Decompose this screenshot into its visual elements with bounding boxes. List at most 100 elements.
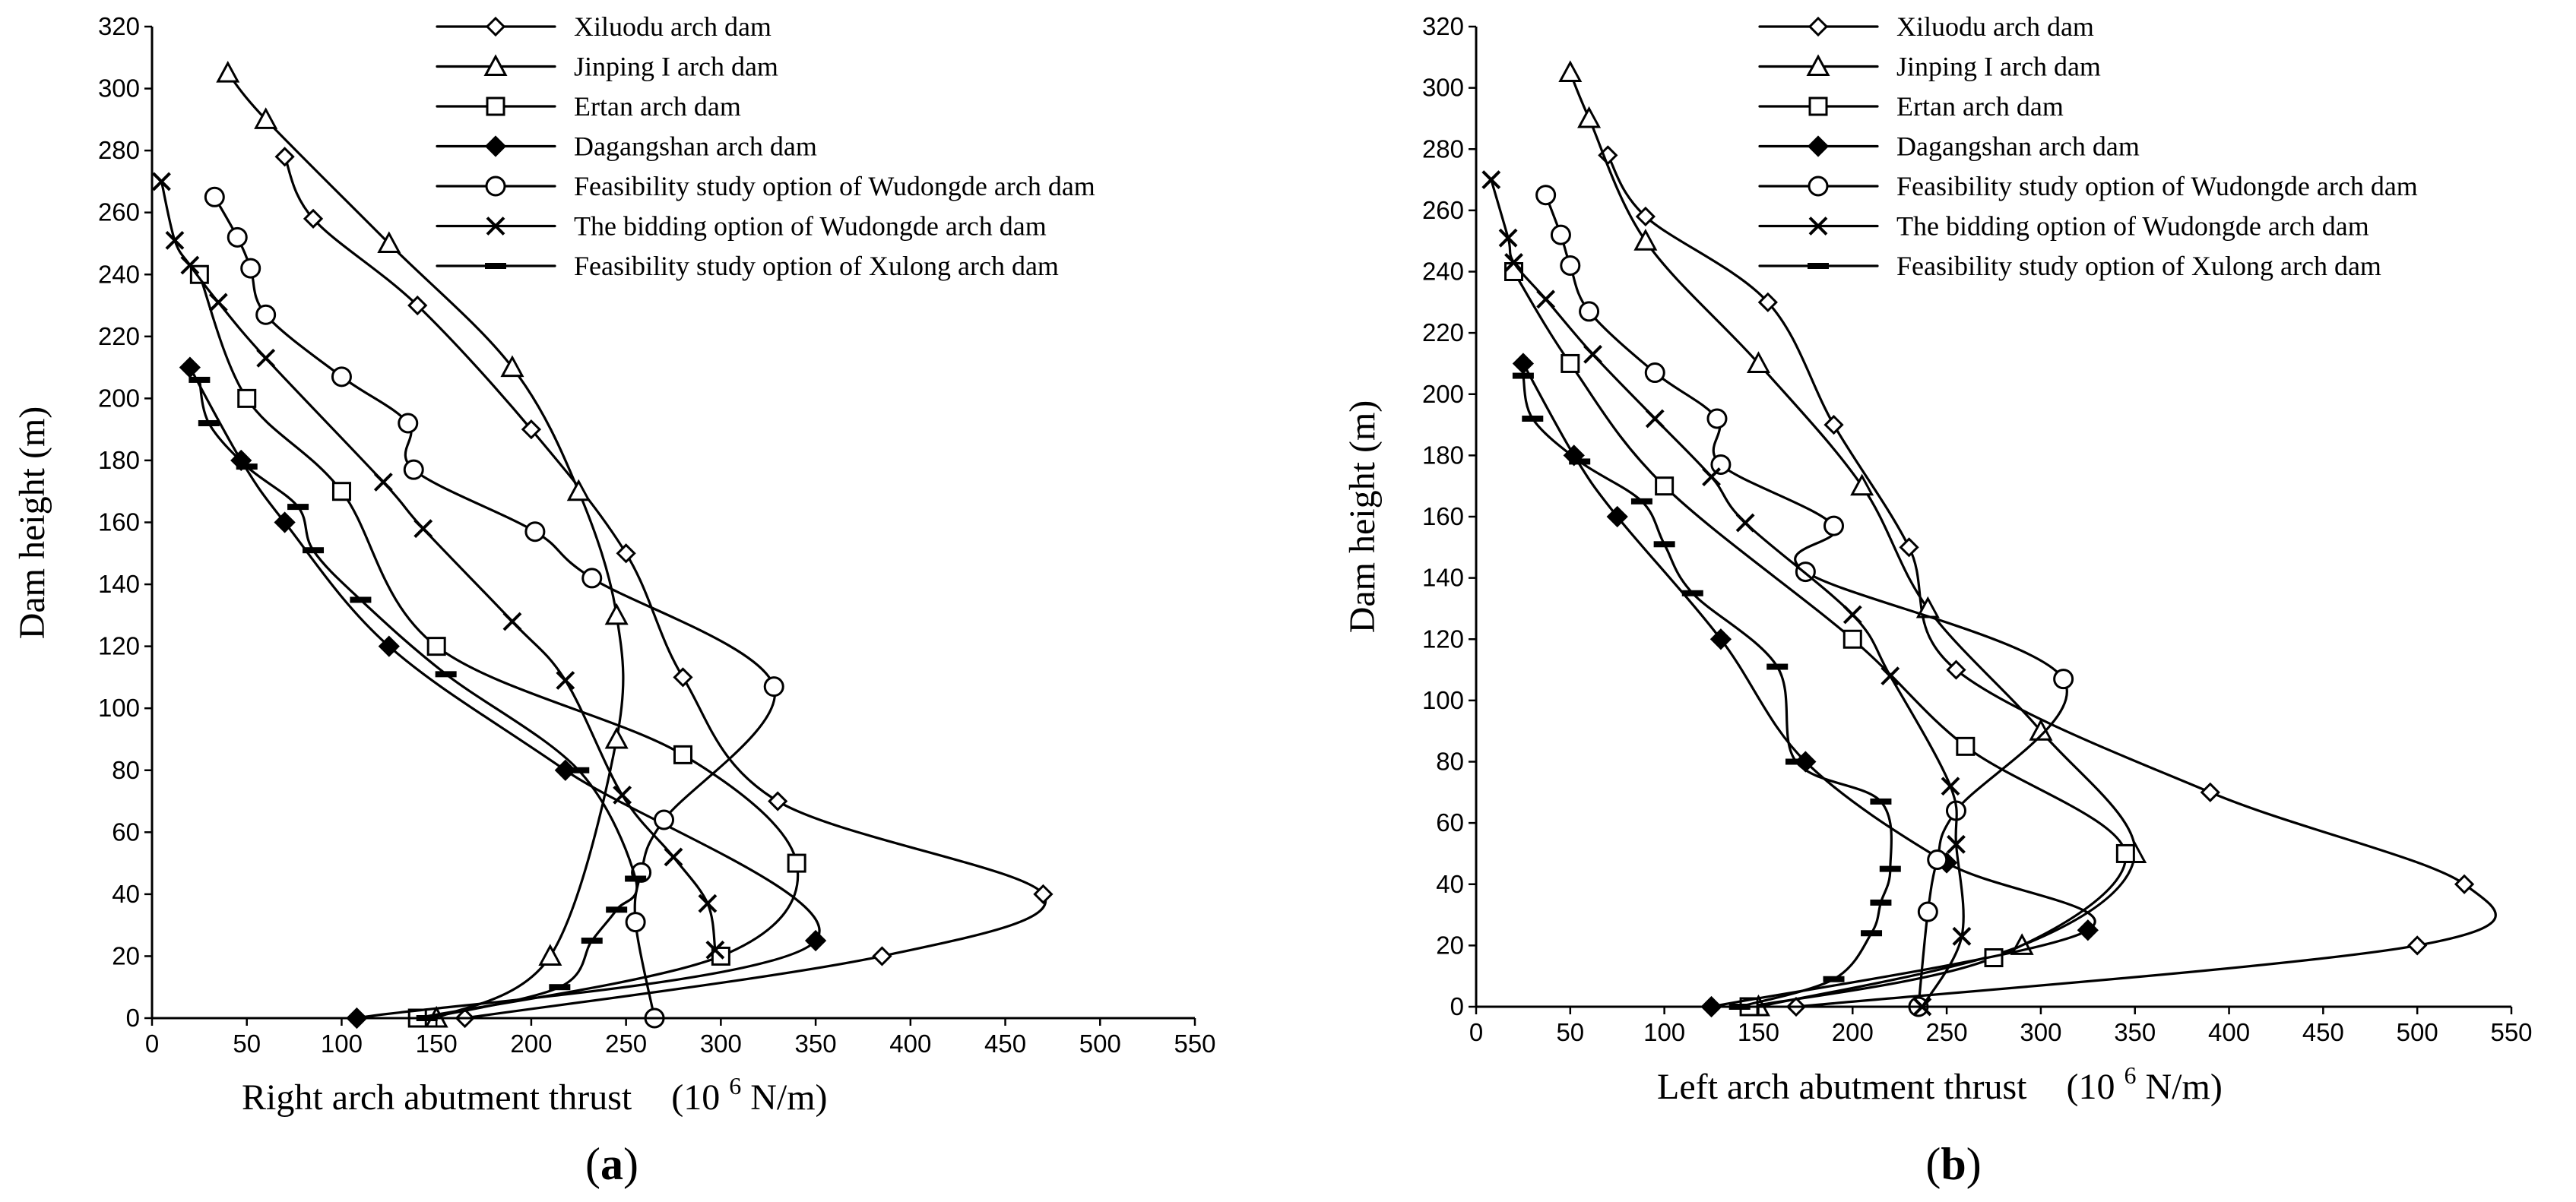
x-tick-label: 300 bbox=[700, 1030, 742, 1058]
legend-item-xiluodu-arch-dam: Xiluodu arch dam bbox=[1758, 11, 2094, 42]
legend-item-jinping-i-arch-dam: Jinping I arch dam bbox=[436, 52, 778, 82]
legend-item-xiluodu-arch-dam: Xiluodu arch dam bbox=[436, 11, 772, 42]
data-point-ertan-arch-dam bbox=[1842, 629, 1862, 649]
data-point-ertan-arch-dam bbox=[787, 853, 806, 873]
data-point-feasibility-study-option-of-xulong-arch-dam bbox=[303, 547, 325, 554]
legend-label: Feasibility study option of Wudongde arc… bbox=[1896, 171, 2418, 201]
data-point-feasibility-study-option-of-xulong-arch-dam bbox=[1522, 416, 1544, 422]
data-point-the-bidding-option-of-wudongde-arch-dam bbox=[1498, 228, 1518, 248]
data-point-feasibility-study-option-of-xulong-arch-dam bbox=[189, 376, 211, 383]
data-point-xiluodu-arch-dam bbox=[274, 147, 295, 167]
y-tick-label: 40 bbox=[112, 880, 140, 908]
y-tick-label: 140 bbox=[1422, 564, 1464, 592]
y-tick-label: 320 bbox=[98, 12, 140, 40]
data-point-ertan-arch-dam bbox=[2115, 843, 2135, 863]
data-point-the-bidding-option-of-wudongde-arch-dam bbox=[613, 785, 632, 805]
data-point-jinping-i-arch-dam bbox=[1850, 473, 1874, 496]
panel-label-b: (b) bbox=[1925, 1139, 1981, 1189]
y-tick-label: 80 bbox=[1436, 748, 1464, 776]
y-tick-label: 160 bbox=[1422, 502, 1464, 530]
y-tick-label: 260 bbox=[1422, 196, 1464, 224]
legend-label: The bidding option of Wudongde arch dam bbox=[574, 211, 1047, 242]
data-point-feasibility-study-option-of-xulong-arch-dam bbox=[606, 906, 628, 913]
panel-letter-b: b bbox=[1941, 1139, 1966, 1189]
data-point-the-bidding-option-of-wudongde-arch-dam bbox=[165, 230, 185, 250]
legend-item-dagangshan-arch-dam: Dagangshan arch dam bbox=[1758, 131, 2140, 162]
legend-item-jinping-i-arch-dam: Jinping I arch dam bbox=[1758, 52, 2101, 82]
data-point-feasibility-study-option-of-xulong-arch-dam bbox=[1681, 590, 1703, 596]
data-point-jinping-i-arch-dam bbox=[216, 61, 240, 83]
x-axis-unit-suffix: N/m) bbox=[750, 1077, 827, 1118]
data-point-xiluodu-arch-dam bbox=[673, 667, 693, 688]
x-tick-label: 550 bbox=[1174, 1030, 1215, 1058]
legend-label: Xiluodu arch dam bbox=[574, 11, 772, 42]
legend-marker-jinping-i-arch-dam bbox=[1806, 54, 1830, 76]
data-point-feasibility-study-option-of-xulong-arch-dam bbox=[1823, 976, 1845, 982]
legend-marker-dagangshan-arch-dam bbox=[1807, 135, 1830, 157]
data-point-the-bidding-option-of-wudongde-arch-dam bbox=[1881, 666, 1900, 686]
x-tick-label: 0 bbox=[145, 1030, 159, 1058]
data-point-feasibility-study-option-of-xulong-arch-dam bbox=[1785, 758, 1807, 765]
data-point-xiluodu-arch-dam bbox=[1635, 206, 1656, 227]
x-tick-label: 500 bbox=[1079, 1030, 1121, 1058]
legend-marker-feasibility-study-option-of-xulong-arch-dam bbox=[1808, 263, 1829, 269]
data-point-feasibility-study-option-of-xulong-arch-dam bbox=[549, 984, 571, 991]
series-jinping-i-arch-dam bbox=[1558, 60, 2147, 1017]
data-point-feasibility-study-option-of-xulong-arch-dam bbox=[350, 596, 372, 603]
data-point-feasibility-study-option-of-wudongde-arch-dam bbox=[654, 809, 675, 830]
y-tick-label: 280 bbox=[98, 136, 140, 164]
data-point-the-bidding-option-of-wudongde-arch-dam bbox=[705, 940, 725, 960]
chart-panel-a: 0 50 100 150 200 250 300 350 400 450 500 550 0 20 40 60… bbox=[12, 11, 1216, 1189]
data-point-xiluodu-arch-dam bbox=[521, 419, 542, 440]
series-line-xiluodu-arch-dam bbox=[1606, 153, 2497, 1008]
legend-marker-dagangshan-arch-dam bbox=[484, 135, 507, 157]
y-tick-label: 240 bbox=[1422, 258, 1464, 286]
legend-label: Dagangshan arch dam bbox=[1896, 131, 2140, 162]
legend-label: Feasibility study option of Xulong arch … bbox=[1896, 251, 2381, 281]
series-dagangshan-arch-dam bbox=[179, 356, 827, 1030]
series-ertan-arch-dam bbox=[189, 264, 806, 1028]
x-tick-label: 300 bbox=[2020, 1018, 2061, 1046]
legend-item-feasibility-study-option-of-xulong-arch-dam: Feasibility study option of Xulong arch … bbox=[436, 251, 1059, 281]
y-tick-label: 320 bbox=[1422, 12, 1464, 40]
x-tick-label: 450 bbox=[2302, 1018, 2344, 1046]
chart-panel-b: 0 50 100 150 200 250 300 350 400 450 500 550 0 20 40 60… bbox=[1342, 11, 2533, 1189]
data-point-the-bidding-option-of-wudongde-arch-dam bbox=[698, 894, 718, 913]
x-axis-unit-prefix: (10 bbox=[671, 1077, 720, 1118]
data-point-feasibility-study-option-of-xulong-arch-dam bbox=[198, 420, 220, 426]
data-point-feasibility-study-option-of-xulong-arch-dam bbox=[1879, 865, 1901, 872]
data-point-feasibility-study-option-of-wudongde-arch-dam bbox=[1579, 301, 1600, 322]
series-line-dagangshan-arch-dam bbox=[189, 366, 821, 1020]
data-point-the-bidding-option-of-wudongde-arch-dam bbox=[664, 847, 683, 867]
y-tick-label: 100 bbox=[98, 694, 140, 722]
data-point-feasibility-study-option-of-wudongde-arch-dam bbox=[1917, 901, 1938, 922]
y-tick-label: 240 bbox=[98, 260, 140, 288]
y-tick-label: 260 bbox=[98, 198, 140, 226]
data-point-feasibility-study-option-of-wudongde-arch-dam bbox=[1706, 408, 1728, 429]
legend-item-dagangshan-arch-dam: Dagangshan arch dam bbox=[436, 131, 817, 162]
x-tick-label: 100 bbox=[321, 1030, 363, 1058]
data-point-jinping-i-arch-dam bbox=[500, 355, 524, 378]
data-point-xiluodu-arch-dam bbox=[407, 295, 428, 316]
data-point-xiluodu-arch-dam bbox=[616, 543, 636, 564]
x-tick-label: 500 bbox=[2397, 1018, 2438, 1046]
y-tick-label: 180 bbox=[1422, 441, 1464, 469]
data-point-feasibility-study-option-of-wudongde-arch-dam bbox=[204, 186, 225, 207]
legend-marker-the-bidding-option-of-wudongde-arch-dam bbox=[1808, 217, 1828, 236]
data-point-the-bidding-option-of-wudongde-arch-dam bbox=[1941, 777, 1960, 796]
data-point-ertan-arch-dam bbox=[1560, 353, 1580, 373]
data-point-jinping-i-arch-dam bbox=[1558, 60, 1583, 82]
y-tick-label: 60 bbox=[112, 818, 140, 846]
data-point-the-bidding-option-of-wudongde-arch-dam bbox=[256, 348, 276, 368]
data-point-jinping-i-arch-dam bbox=[538, 944, 562, 966]
series-ertan-arch-dam bbox=[1504, 262, 2135, 1017]
data-point-feasibility-study-option-of-wudongde-arch-dam bbox=[625, 912, 646, 933]
data-point-jinping-i-arch-dam bbox=[604, 726, 629, 749]
data-point-feasibility-study-option-of-xulong-arch-dam bbox=[581, 938, 603, 944]
data-point-feasibility-study-option-of-wudongde-arch-dam bbox=[1927, 849, 1948, 870]
legend-label: Xiluodu arch dam bbox=[1896, 11, 2094, 42]
y-tick-label: 120 bbox=[98, 632, 140, 660]
data-point-feasibility-study-option-of-xulong-arch-dam bbox=[1512, 372, 1534, 379]
legend-marker-the-bidding-option-of-wudongde-arch-dam bbox=[486, 217, 505, 236]
series-the-bidding-option-of-wudongde-arch-dam bbox=[152, 172, 725, 960]
